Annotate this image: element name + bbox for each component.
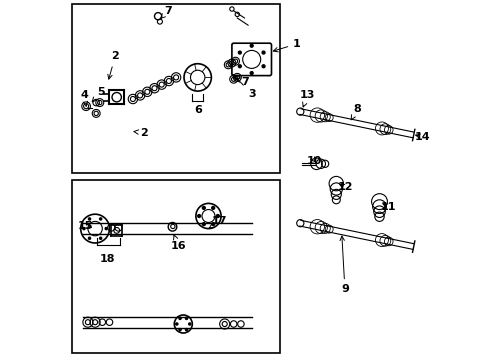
Circle shape	[179, 329, 181, 331]
Text: 16: 16	[170, 235, 186, 251]
Text: 15: 15	[78, 221, 93, 231]
Text: 12: 12	[337, 182, 352, 192]
Text: 7: 7	[161, 6, 172, 18]
Circle shape	[238, 51, 241, 54]
Text: 5: 5	[92, 87, 105, 102]
Circle shape	[211, 206, 214, 209]
Text: 13: 13	[299, 90, 315, 107]
Text: 17: 17	[209, 216, 227, 228]
Circle shape	[250, 44, 253, 47]
Circle shape	[105, 228, 107, 230]
Circle shape	[100, 237, 102, 239]
Circle shape	[262, 51, 264, 54]
Text: 18: 18	[100, 254, 115, 264]
Text: 2: 2	[108, 51, 119, 79]
Circle shape	[100, 218, 102, 220]
Text: 9: 9	[339, 236, 348, 294]
Circle shape	[185, 329, 187, 331]
Circle shape	[216, 215, 219, 217]
Circle shape	[262, 65, 264, 68]
Bar	[72, 4, 280, 173]
Text: 7: 7	[235, 77, 249, 87]
Circle shape	[188, 323, 190, 325]
Text: 6: 6	[193, 105, 201, 115]
Text: 2: 2	[134, 128, 147, 138]
Text: 1: 1	[273, 39, 300, 52]
Circle shape	[82, 228, 85, 230]
Circle shape	[197, 215, 200, 217]
Circle shape	[238, 65, 241, 68]
Circle shape	[202, 223, 205, 226]
Text: 3: 3	[233, 75, 255, 99]
Circle shape	[88, 218, 90, 220]
Circle shape	[175, 323, 178, 325]
Text: 10: 10	[306, 156, 322, 166]
Text: 4: 4	[80, 90, 88, 106]
Bar	[72, 180, 280, 353]
Circle shape	[88, 237, 90, 239]
Circle shape	[250, 72, 253, 75]
Text: 11: 11	[380, 202, 396, 212]
Circle shape	[202, 206, 205, 209]
Circle shape	[185, 317, 187, 319]
Circle shape	[211, 223, 214, 226]
Text: 8: 8	[350, 104, 360, 120]
Text: 14: 14	[413, 132, 429, 142]
Circle shape	[179, 317, 181, 319]
